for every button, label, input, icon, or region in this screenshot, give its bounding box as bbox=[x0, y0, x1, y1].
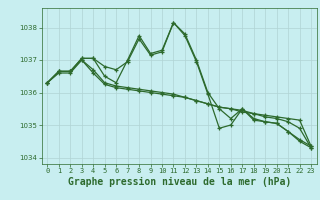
X-axis label: Graphe pression niveau de la mer (hPa): Graphe pression niveau de la mer (hPa) bbox=[68, 177, 291, 187]
